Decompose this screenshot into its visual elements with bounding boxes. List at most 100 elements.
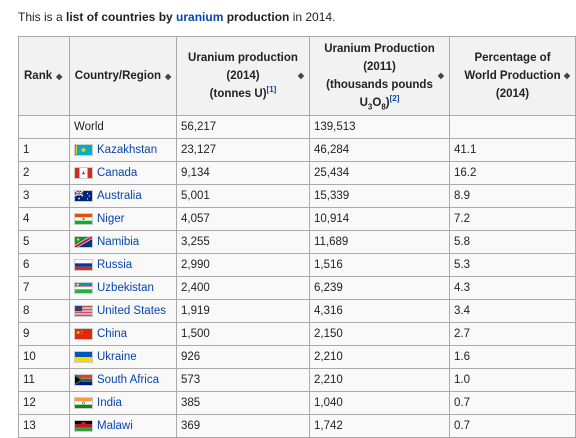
- rank-header-label: Rank: [24, 69, 53, 82]
- production-2014-header-line: Uranium production: [188, 52, 298, 64]
- country-link[interactable]: Kazakhstan: [97, 144, 158, 156]
- percentage-cell: 4.3: [449, 276, 576, 300]
- production-2014-cell: 1,919: [176, 299, 310, 323]
- country-link[interactable]: Uzbekistan: [97, 282, 154, 294]
- table-row: 7 Uzbekistan 2,400 6,239 4.3: [18, 276, 576, 300]
- rank-cell: 1: [18, 138, 70, 162]
- uranium-link[interactable]: uranium: [176, 10, 224, 24]
- country-header[interactable]: Country/Region ◆: [69, 36, 177, 116]
- production-2014-cell: 23,127: [176, 138, 310, 162]
- intro-bold-text-2: production: [223, 10, 290, 24]
- percentage-cell: 5.8: [449, 230, 576, 254]
- production-2014-cell: 3,255: [176, 230, 310, 254]
- production-2014-cell: 2,400: [176, 276, 310, 300]
- malawi-flag-icon[interactable]: [74, 420, 93, 432]
- production-2014-cell: 573: [176, 368, 310, 392]
- country-link[interactable]: Ukraine: [97, 351, 137, 363]
- niger-flag-icon[interactable]: [74, 213, 93, 225]
- south-africa-flag-icon[interactable]: [74, 374, 93, 386]
- production-2011-cell: 2,210: [309, 368, 450, 392]
- production-2011-cell: 4,316: [309, 299, 450, 323]
- rank-cell: 2: [18, 161, 70, 185]
- rank-cell: 3: [18, 184, 70, 208]
- sort-icon[interactable]: ◆: [56, 71, 63, 81]
- country-link[interactable]: United States: [97, 305, 167, 317]
- table-header-row: Rank ◆ Country/Region ◆ Uranium production…: [18, 36, 576, 116]
- production-2011-header-line: (2011): [363, 61, 396, 73]
- reference-link[interactable]: [2]: [389, 94, 400, 104]
- united-states-flag-icon[interactable]: [74, 305, 93, 317]
- china-flag-icon[interactable]: [74, 328, 93, 340]
- percentage-header[interactable]: Percentage of World Production (2014) ◆: [449, 36, 576, 116]
- production-2011-header-line: Uranium Production: [324, 43, 435, 55]
- production-2011-header[interactable]: Uranium Production (2011) (thousands pou…: [309, 36, 450, 116]
- percentage-header-line: Percentage of: [474, 52, 551, 64]
- uranium-production-table: Rank ◆ Country/Region ◆ Uranium production…: [18, 36, 576, 438]
- intro-bold: list of countries by uranium production: [66, 10, 289, 24]
- production-2011-cell: 6,239: [309, 276, 450, 300]
- country-link[interactable]: Namibia: [97, 236, 140, 248]
- production-2011-cell: 2,210: [309, 345, 450, 369]
- percentage-cell: [449, 115, 576, 139]
- production-2011-cell: 11,689: [309, 230, 450, 254]
- rank-cell: 5: [18, 230, 70, 254]
- namibia-flag-icon[interactable]: [74, 235, 93, 249]
- country-link[interactable]: Russia: [97, 259, 133, 271]
- russia-flag-icon[interactable]: [74, 259, 93, 271]
- table-row: 13 Malawi 369 1,742 0.7: [18, 414, 576, 438]
- percentage-header-line: (2014): [495, 88, 530, 100]
- table-row: 12 India 385 1,040 0.7: [18, 391, 576, 415]
- canada-flag-icon[interactable]: [74, 167, 93, 179]
- sort-icon[interactable]: ◆: [437, 71, 444, 80]
- production-2014-cell: 369: [176, 414, 310, 438]
- country-cell: Namibia: [69, 230, 177, 254]
- sort-icon[interactable]: ◆: [563, 71, 570, 80]
- table-row: 4 Niger 4,057 10,914 7.2: [18, 207, 576, 231]
- sort-icon[interactable]: ◆: [297, 71, 304, 80]
- country-link[interactable]: China: [97, 328, 128, 340]
- country-link[interactable]: India: [97, 397, 122, 409]
- production-2011-cell: 15,339: [309, 184, 450, 208]
- production-2014-header[interactable]: Uranium production (2014) (tonnes U)[1] …: [176, 36, 310, 116]
- production-2011-cell: 10,914: [309, 207, 450, 231]
- table-row: 3 Australia 5,001 15,339 8.9: [18, 184, 576, 208]
- country-cell: Niger: [69, 207, 177, 231]
- country-link[interactable]: Australia: [97, 190, 142, 202]
- world-row: World 56,217 139,513: [18, 115, 576, 139]
- country-cell: United States: [69, 299, 177, 323]
- formula-o: O: [372, 97, 382, 109]
- country-link[interactable]: Malawi: [97, 420, 133, 432]
- production-2011-cell: 25,434: [309, 161, 450, 185]
- percentage-cell: 0.7: [449, 414, 576, 438]
- uzbekistan-flag-icon[interactable]: [74, 282, 93, 294]
- rank-cell: 7: [18, 276, 70, 300]
- production-2014-cell: 5,001: [176, 184, 310, 208]
- formula-close: ): [385, 97, 390, 109]
- intro-prefix: This is a: [18, 10, 67, 24]
- ukraine-flag-icon[interactable]: [74, 351, 93, 363]
- percentage-cell: 2.7: [449, 322, 576, 346]
- country-link[interactable]: South Africa: [97, 374, 160, 386]
- kazakhstan-flag-icon[interactable]: [74, 144, 93, 156]
- country-header-label: Country/Region: [74, 69, 162, 82]
- india-flag-icon[interactable]: [74, 397, 93, 409]
- formula-u: U: [359, 97, 368, 109]
- country-cell: World: [69, 115, 177, 139]
- percentage-cell: 16.2: [449, 161, 576, 185]
- production-2011-cell: 139,513: [309, 115, 450, 139]
- table-row: 6 Russia 2,990 1,516 5.3: [18, 253, 576, 277]
- australia-flag-icon[interactable]: [74, 190, 93, 202]
- country-link[interactable]: Niger: [97, 213, 125, 225]
- rank-cell: 11: [18, 368, 70, 392]
- production-2011-cell: 1,516: [309, 253, 450, 277]
- country-link[interactable]: Canada: [97, 167, 138, 179]
- reference-link[interactable]: [1]: [266, 85, 277, 95]
- rank-header[interactable]: Rank ◆: [18, 36, 70, 116]
- formula-sub: 3: [367, 102, 373, 112]
- intro-bold-text: list of countries by: [66, 10, 177, 24]
- table-row: 9 China 1,500 2,150 2.7: [18, 322, 576, 346]
- formula-sub: 8: [381, 102, 386, 112]
- percentage-cell: 8.9: [449, 184, 576, 208]
- sort-icon[interactable]: ◆: [165, 71, 172, 81]
- rank-cell: 4: [18, 207, 70, 231]
